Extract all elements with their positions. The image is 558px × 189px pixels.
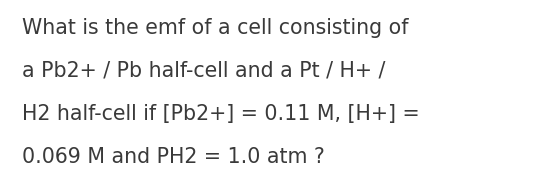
Text: 0.069 M and PH2 = 1.0 atm ?: 0.069 M and PH2 = 1.0 atm ? — [22, 147, 325, 167]
Text: a Pb2+ / Pb half-cell and a Pt / H+ /: a Pb2+ / Pb half-cell and a Pt / H+ / — [22, 61, 386, 81]
Text: What is the emf of a cell consisting of: What is the emf of a cell consisting of — [22, 18, 408, 38]
Text: H2 half-cell if [Pb2+] = 0.11 M, [H+] =: H2 half-cell if [Pb2+] = 0.11 M, [H+] = — [22, 104, 420, 124]
